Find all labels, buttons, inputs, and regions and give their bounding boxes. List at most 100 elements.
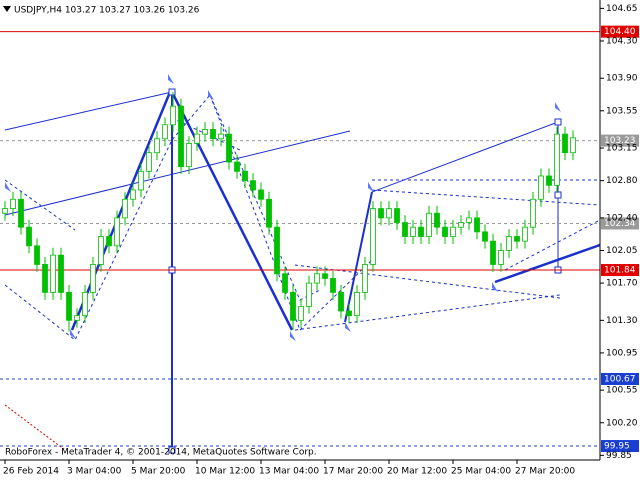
candle-body: [418, 226, 424, 237]
candle-body: [514, 236, 520, 242]
candles: [2, 92, 576, 332]
candle-body: [138, 170, 144, 191]
candle-body: [506, 236, 512, 251]
y-tick-label: 99.85: [606, 451, 632, 461]
candle-body: [354, 291, 360, 317]
candle-body: [146, 152, 152, 172]
candle-body: [362, 264, 368, 293]
level-box: [601, 134, 639, 147]
candle-body: [162, 124, 168, 140]
candle-body: [210, 129, 216, 140]
y-tick-label: 102.05: [606, 246, 638, 256]
wave-line: [344, 191, 373, 323]
candle-body: [258, 189, 264, 200]
candle-body: [98, 236, 104, 265]
candle-body: [114, 217, 120, 247]
level-label: 104.40: [604, 27, 636, 37]
y-tick-label: 101.30: [606, 316, 638, 326]
dashed-line: [299, 219, 601, 331]
dropdown-icon: [3, 6, 11, 12]
candle-body: [474, 217, 480, 233]
candle-body: [570, 137, 576, 154]
x-tick-label: 20 Mar 12:00: [387, 467, 447, 477]
y-tick-label: 100.20: [606, 418, 638, 428]
candle-body: [442, 226, 448, 237]
candle-body: [330, 278, 336, 293]
level-box: [601, 440, 639, 453]
candle-body: [298, 305, 304, 321]
level-box: [601, 372, 639, 385]
candle-body: [490, 240, 496, 265]
y-tick-label: 103.90: [606, 74, 638, 84]
red-dotted-line: [4, 404, 66, 451]
trend-line: [4, 130, 351, 216]
y-tick-label: 104.30: [606, 36, 638, 46]
x-tick-label: 17 Mar 20:00: [323, 467, 383, 477]
candle-body: [202, 129, 208, 135]
candle-body: [178, 105, 184, 168]
candle-body: [74, 315, 80, 321]
candle-body: [450, 226, 456, 237]
level-box: [601, 264, 639, 277]
y-tick-label: 102.80: [606, 176, 638, 186]
candle-body: [562, 133, 568, 154]
candle-body: [274, 226, 280, 275]
wave-line: [494, 243, 601, 284]
candle-body: [410, 226, 416, 237]
candle-body: [466, 217, 472, 223]
level-box: [601, 217, 639, 230]
x-tick-label: 5 Mar 20:00: [131, 467, 186, 477]
candle-body: [82, 291, 88, 317]
candle-body: [154, 138, 160, 154]
level-box: [601, 25, 639, 38]
candle-body: [434, 212, 440, 228]
candle-body: [42, 264, 48, 293]
marker: [554, 191, 562, 199]
candle-body: [218, 133, 224, 140]
candle-body: [90, 264, 96, 293]
level-label: 102.34: [604, 219, 636, 229]
y-tick-label: 103.55: [606, 106, 638, 116]
candle-body: [234, 161, 240, 172]
wave-line: [70, 91, 172, 331]
y-tick-label: 100.95: [606, 348, 638, 358]
candle-body: [10, 198, 16, 209]
candle-body: [306, 282, 312, 307]
candle-body: [18, 198, 24, 228]
marker: [168, 446, 176, 454]
candle-body: [130, 189, 136, 200]
y-tick-label: 104.65: [606, 4, 638, 14]
candle-body: [66, 291, 72, 321]
x-tick-label: 27 Mar 20:00: [515, 467, 575, 477]
candle-body: [106, 236, 112, 247]
candle-body: [530, 198, 536, 228]
candle-body: [458, 222, 464, 228]
footer: RoboForex - MetaTrader 4, © 2001-2014, M…: [5, 448, 317, 458]
candle-body: [282, 273, 288, 293]
chart-title: USDJPY,H4 103.27 103.27 103.26 103.26: [14, 6, 200, 16]
candle-body: [2, 208, 8, 214]
candle-body: [26, 226, 32, 247]
candle-body: [378, 208, 384, 219]
candle-body: [194, 133, 200, 144]
candle-body: [386, 208, 392, 219]
x-tick-label: 13 Mar 04:00: [259, 467, 319, 477]
dashed-line: [294, 179, 601, 331]
candle-body: [554, 133, 560, 186]
candle-body: [322, 273, 328, 279]
x-tick-label: 26 Feb 2014: [3, 467, 59, 477]
candle-body: [50, 254, 56, 293]
candle-body: [290, 291, 296, 321]
candle-body: [522, 226, 528, 242]
y-tick-label: 102.40: [606, 213, 638, 223]
y-tick-label: 103.15: [606, 144, 638, 154]
candle-body: [394, 208, 400, 223]
candle-body: [170, 105, 176, 126]
candle-body: [482, 231, 488, 242]
marker: [554, 118, 562, 126]
candle-body: [122, 198, 128, 219]
candle-body: [58, 254, 64, 293]
candle-body: [226, 133, 232, 163]
